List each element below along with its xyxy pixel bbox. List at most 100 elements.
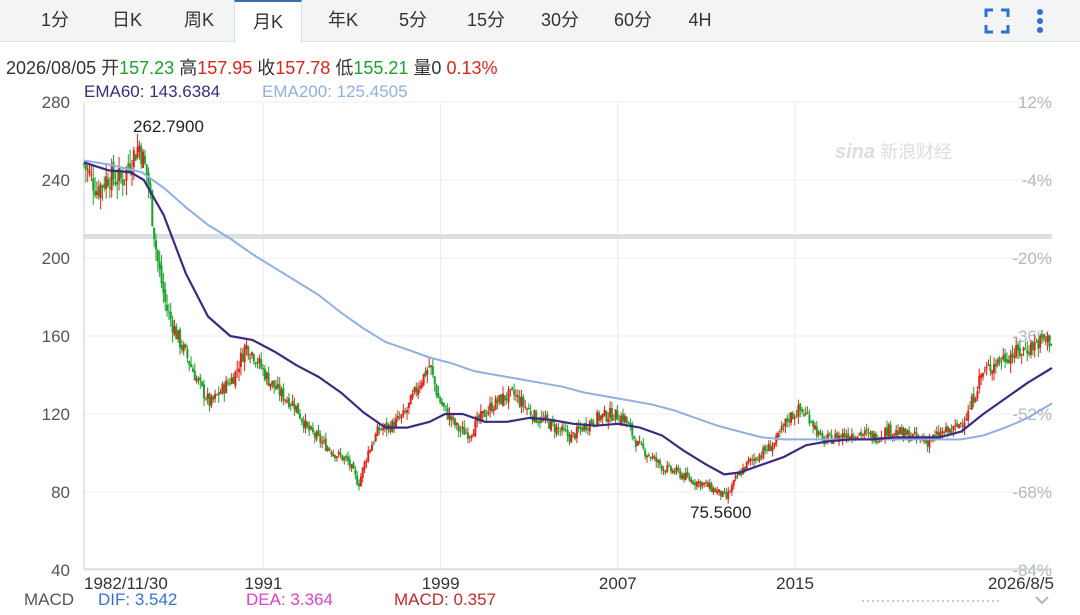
candle-body [184,344,187,348]
candle-body [1048,335,1051,347]
dif-value: DIF: 3.542 [98,590,178,609]
candle-body [646,455,649,458]
candle-body [503,395,506,401]
candle-body [406,410,409,413]
x-tick-label: 1999 [422,574,460,593]
candle-body [957,424,960,428]
candle-body [439,397,442,403]
candle-body [681,474,684,479]
x-tick-label: 2007 [599,574,637,593]
candle-body [511,387,514,390]
tab-1min[interactable]: 1分 [40,10,69,30]
x-tick-label: 2015 [776,574,814,593]
candle-body [437,393,440,399]
candle-body [1007,360,1010,364]
candle-body [566,429,569,436]
candle-body [729,491,732,493]
tab-weekly-k[interactable]: 周K [183,10,214,30]
candle-body [180,345,183,350]
candle-body [171,320,174,333]
candle-body [274,386,277,390]
candle-body [286,400,289,402]
candle-body [455,422,458,425]
candle-body [893,433,896,436]
candle-body [710,483,713,492]
candle-body [546,414,549,420]
candle-body [701,482,704,486]
candle-body [382,428,385,431]
candle-body [972,393,975,404]
candle-body [448,414,451,420]
candle-body [612,419,615,421]
y-tick-label: 40 [51,561,70,580]
svg-text:新浪财经: 新浪财经 [880,142,952,162]
candle-body [898,427,901,434]
candle-body [581,427,584,432]
tab-daily-k[interactable]: 日K [111,10,142,30]
candle-body [352,462,355,469]
candle-body [398,417,401,419]
high-value: 157.95 [197,58,253,78]
candle-body [723,491,726,493]
candle-body [225,380,228,394]
candle-body [86,169,89,171]
candle-body [391,420,394,432]
fullscreen-icon[interactable] [982,6,1012,36]
candle-body [1037,339,1040,349]
candle-body [129,163,132,172]
candle-body [166,304,169,311]
candle-body [740,472,743,476]
min-price-annotation: 75.5600 [690,503,751,522]
candle-body [535,411,538,423]
candle-body [435,385,438,396]
candle-body [815,426,818,437]
candle-body [215,394,218,396]
candle-body [226,382,229,384]
candle-body [326,447,329,451]
candle-body [614,409,617,419]
candle-body [308,425,311,431]
candle-body [828,433,831,435]
candle-body [1050,344,1053,346]
candle-body [618,421,621,423]
candle-body [223,384,226,394]
open-value: 157.23 [119,58,175,78]
tab-yearly-k[interactable]: 年K [327,10,358,30]
candle-body [90,173,93,175]
tab-4h[interactable]: 4H [688,10,712,30]
tab-15min[interactable]: 15分 [466,10,506,30]
candle-body [247,346,250,357]
candle-body [481,411,484,414]
candle-body [616,410,619,420]
candle-body [727,491,730,499]
macd-value: MACD: 0.357 [394,590,497,609]
candle-body [527,407,530,410]
candle-body [895,429,898,436]
candle-body [204,399,207,401]
candle-body [241,353,244,362]
candle-body [1009,354,1012,364]
tab-monthly-k[interactable]: 月K [234,0,302,43]
more-vertical-icon[interactable] [1028,6,1052,36]
candle-body [767,443,770,451]
candle-body [856,436,859,439]
candle-body [92,178,95,191]
candle-body [788,419,791,422]
candle-body [970,396,973,410]
candle-body [345,455,348,458]
candle-body [88,170,91,174]
tab-60min[interactable]: 60分 [613,10,653,30]
candle-body [887,424,890,437]
candle-body [143,155,146,164]
candle-body [911,433,914,439]
candle-body [188,360,191,365]
candle-body [385,422,388,430]
candle-body [579,427,582,429]
candle-body [638,441,641,443]
candle-body [693,482,696,485]
tab-30min[interactable]: 30分 [540,10,580,30]
candle-body [692,481,695,485]
candle-body [769,445,772,452]
tab-5min[interactable]: 5分 [398,10,427,30]
